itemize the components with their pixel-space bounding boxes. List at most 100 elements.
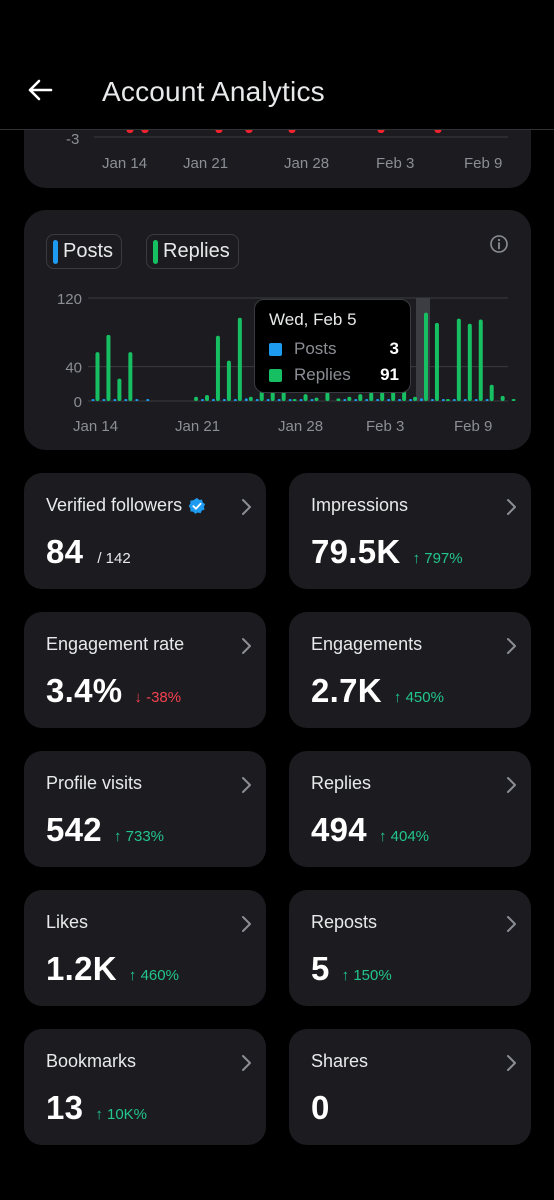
posts-bar (310, 399, 314, 401)
posts-bar (266, 399, 270, 401)
stat-card-bookmarks[interactable]: Bookmarks 13 ↑ 10K% (24, 1029, 266, 1145)
posts-bar (299, 399, 303, 401)
replies-bar (325, 392, 330, 401)
replies-bar (424, 312, 428, 401)
stat-label: Likes (46, 912, 89, 932)
replies-bar (347, 396, 352, 401)
back-button[interactable] (22, 72, 58, 108)
stat-value: 494 (311, 811, 367, 848)
chart-tooltip: Wed, Feb 5 Posts 3 Replies 91 (254, 299, 411, 393)
stat-label-wrap: Verified followers (46, 495, 206, 516)
stat-value: 0 (311, 1089, 330, 1126)
replies-bar (303, 394, 308, 401)
replies-bar (456, 318, 461, 401)
stat-change: ↑ 10K% (95, 1106, 148, 1123)
stat-value: 542 (46, 811, 102, 848)
legend-posts-button[interactable]: Posts (46, 234, 123, 269)
posts-bar (420, 398, 423, 401)
replies-bar (95, 352, 100, 401)
y-tick-label: 40 (65, 360, 82, 377)
activity-chart-card: Posts Replies 120 40 0 Jan 14 Jan 21 Jan 28 F… (24, 210, 531, 450)
replies-bar (248, 396, 253, 401)
stat-label: Shares (311, 1051, 369, 1071)
posts-bar (277, 399, 281, 401)
posts-bar (452, 399, 456, 401)
activity-bar-chart: 120 40 0 Jan 14 Jan 21 Jan 28 Feb 3 Feb 9 (57, 291, 516, 435)
posts-bar (255, 399, 259, 401)
chevron-right-icon (242, 1055, 251, 1071)
stat-row: 3.4% ↓ -38% (46, 672, 181, 710)
replies-bar (369, 392, 374, 401)
replies-bar (215, 335, 220, 401)
replies-bar (489, 384, 494, 401)
chevron-right-icon (242, 499, 251, 515)
posts-bar (146, 399, 150, 401)
stat-value: 13 (46, 1089, 84, 1126)
posts-bar (135, 399, 139, 401)
chevron-right-icon (507, 777, 516, 793)
stat-label: Engagement rate (46, 634, 185, 654)
posts-bar (441, 399, 445, 401)
stat-value: 2.7K (311, 672, 382, 709)
stat-row: 542 ↑ 733% (46, 811, 164, 849)
stat-card-engagements[interactable]: Engagements 2.7K ↑ 450% (289, 612, 531, 728)
replies-bar (128, 352, 133, 401)
stat-card-reposts[interactable]: Reposts 5 ↑ 150% (289, 890, 531, 1006)
stat-value: 5 (311, 950, 330, 987)
stat-row: 79.5K ↑ 797% (311, 533, 463, 571)
top-x-tick-label: Jan 28 (284, 155, 329, 172)
tooltip-posts-value: 3 (389, 339, 399, 358)
arrow-left-icon (28, 79, 53, 101)
stat-card-shares[interactable]: Shares 0 (289, 1029, 531, 1145)
stat-row: 494 ↑ 404% (311, 811, 429, 849)
stat-value: 79.5K (311, 533, 401, 570)
stat-change: ↓ -38% (134, 689, 182, 706)
stat-card-replies[interactable]: Replies 494 ↑ 404% (289, 751, 531, 867)
chevron-right-icon (507, 916, 516, 932)
chevron-right-icon (242, 638, 251, 654)
posts-bar (376, 399, 380, 401)
tooltip-replies-swatch (269, 368, 282, 382)
posts-bar (430, 399, 434, 401)
top-x-tick-label: Jan 14 (102, 155, 147, 172)
stat-card-impressions[interactable]: Impressions 79.5K ↑ 797% (289, 473, 531, 589)
stat-card-profile-visits[interactable]: Profile visits 542 ↑ 733% (24, 751, 266, 867)
x-tick-label: Jan 28 (278, 418, 323, 435)
posts-bar (201, 399, 204, 401)
replies-bar (445, 399, 450, 401)
chevron-right-icon (507, 499, 516, 515)
posts-bar (91, 399, 95, 401)
replies-bar (314, 397, 319, 401)
posts-bar (113, 399, 117, 401)
stat-label: Impressions (311, 495, 409, 515)
stat-change: ↑ 404% (378, 828, 430, 845)
chart-x-ticks: Jan 14 Jan 21 Jan 28 Feb 3 Feb 9 (73, 418, 492, 435)
top-chart-y-tick: -3 (66, 131, 79, 148)
stat-label: Reposts (311, 912, 378, 932)
chart-bars (91, 312, 516, 401)
posts-bar (288, 399, 292, 401)
top-chart-x-ticks: Jan 14 Jan 21 Jan 28 Feb 3 Feb 9 (102, 155, 502, 172)
top-x-tick-label: Feb 9 (464, 155, 502, 172)
posts-bar (211, 399, 215, 401)
legend-replies-label: Replies (163, 240, 230, 262)
tooltip-row-replies: Replies 91 (269, 364, 399, 386)
posts-bar (409, 399, 413, 401)
posts-bar (474, 399, 478, 401)
posts-bar (244, 398, 248, 401)
stat-row: 5 ↑ 150% (311, 950, 392, 988)
replies-bar (237, 317, 242, 401)
replies-bar (194, 396, 199, 401)
stat-card-likes[interactable]: Likes 1.2K ↑ 460% (24, 890, 266, 1006)
replies-bar (413, 396, 418, 401)
tooltip-replies-value: 91 (380, 365, 399, 384)
legend-replies-button[interactable]: Replies (146, 234, 239, 269)
replies-bar (205, 394, 209, 401)
stat-change: ↑ 450% (393, 689, 444, 706)
info-circle-icon[interactable] (489, 234, 509, 254)
chevron-right-icon (242, 916, 251, 932)
stat-card-engagement-rate[interactable]: Engagement rate 3.4% ↓ -38% (24, 612, 266, 728)
stat-row: 13 ↑ 10K% (46, 1089, 147, 1127)
stat-card-verified-followers[interactable]: Verified followers 84 / 142 (24, 473, 266, 589)
posts-bar (233, 399, 237, 401)
